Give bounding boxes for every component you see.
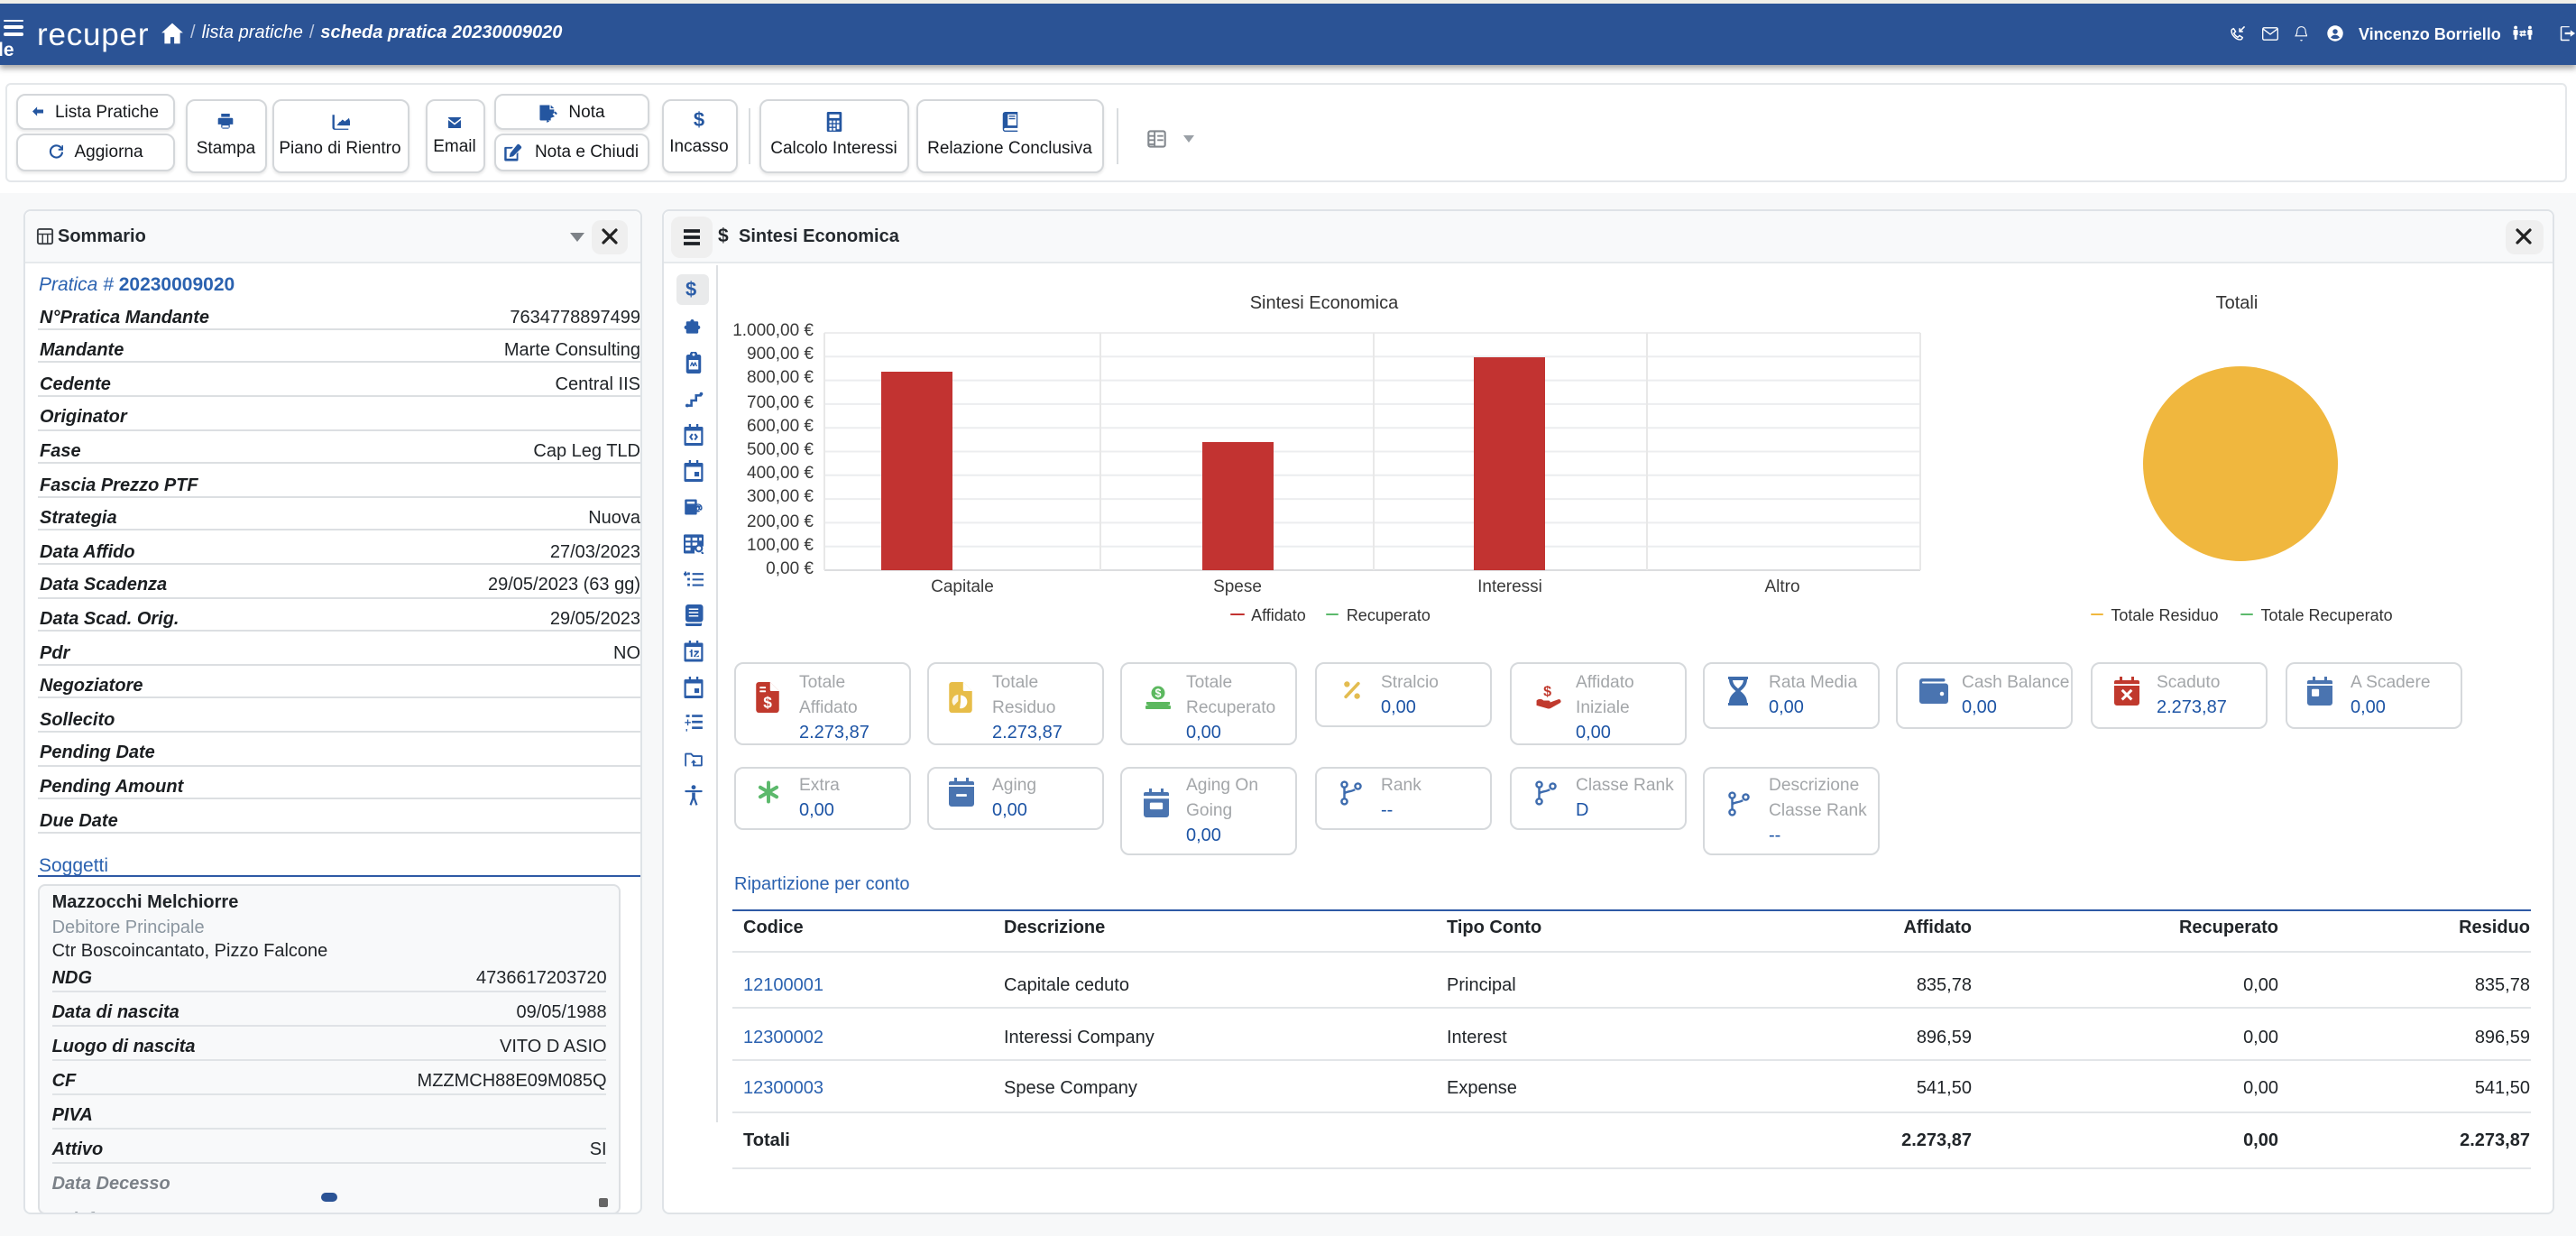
svg-text:$: $ (763, 694, 772, 712)
svg-text:$: $ (1542, 684, 1550, 700)
svg-text:$: $ (1155, 687, 1161, 700)
